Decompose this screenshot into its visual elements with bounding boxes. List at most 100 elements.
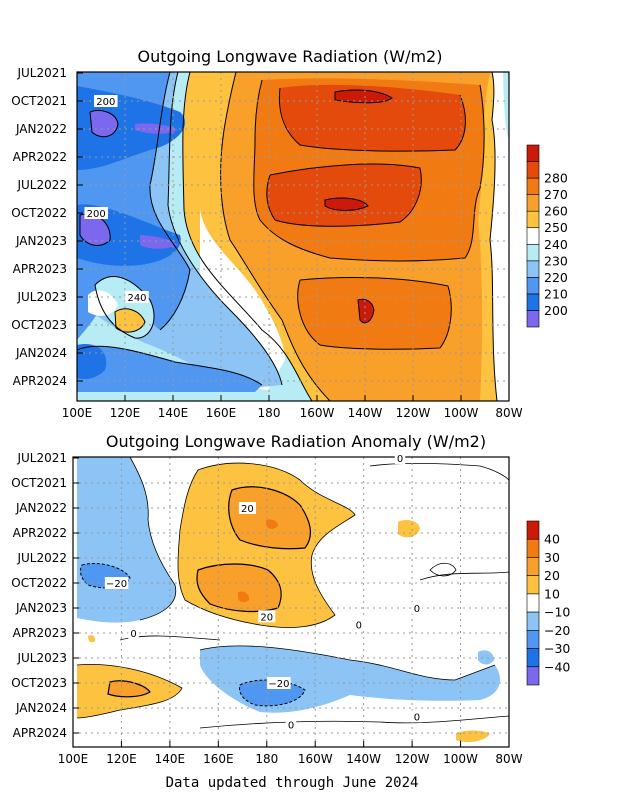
anom-pos-region-small3 <box>88 635 96 643</box>
x-tick-label: 140W <box>348 406 383 420</box>
olr-region-260-blob <box>115 308 145 333</box>
contour-label-bg <box>394 452 406 464</box>
contour-label: 0 <box>130 629 136 640</box>
contour-label: 200 <box>87 209 106 220</box>
contour-label: 0 <box>414 712 420 723</box>
anomaly-colorbar: 40 30 20 10 −10 −20 −30 −40 <box>526 520 570 686</box>
y-tick-label: JAN2024 <box>15 701 67 715</box>
colorbar-swatch <box>526 520 540 540</box>
contour-label: 200 <box>96 97 115 108</box>
anomaly-frame <box>72 456 510 748</box>
y-tick-label: JAN2023 <box>15 601 67 615</box>
contour-label: −20 <box>106 579 127 590</box>
colorbar-label: 30 <box>544 550 560 565</box>
colorbar-swatch <box>526 310 540 328</box>
x-tick-label: 160W <box>300 406 335 420</box>
anom-pos30-region-b <box>238 591 250 603</box>
anomaly-x-ticks: 100E 120E 140E 160E 180 160W 140W 120W 100W 80W <box>58 741 523 766</box>
colorbar-swatch <box>526 575 540 595</box>
olr-clabels: 200 200 240 <box>84 95 149 304</box>
y-tick-label: JUL2021 <box>16 451 67 465</box>
contour-label-bg <box>285 718 297 731</box>
x-tick-label: 120E <box>106 752 137 766</box>
colorbar-swatch <box>526 177 540 195</box>
colorbar-swatch <box>526 243 540 262</box>
colorbar-label: 230 <box>544 253 568 268</box>
olr-gridlines <box>77 72 509 401</box>
anom-pos20-region-b <box>196 564 282 612</box>
colorbar-label: 40 <box>544 532 560 547</box>
y-tick-label: JAN2023 <box>15 234 67 248</box>
y-tick-label: JAN2022 <box>15 501 67 515</box>
y-tick-label: JUL2023 <box>16 290 67 304</box>
colorbar-swatch <box>526 161 540 179</box>
anom-pos30-region-a <box>266 519 278 529</box>
contour-label-bg <box>353 618 365 631</box>
contour-label-bg <box>258 610 276 623</box>
y-tick-label: JAN2022 <box>15 122 67 136</box>
contour-label-bg <box>267 677 291 689</box>
x-tick-label: 120E <box>110 406 141 420</box>
anom-pos20-region-c <box>108 680 150 697</box>
contour-label-bg <box>411 710 423 723</box>
olr-region-290 <box>325 90 392 323</box>
contour-label: 20 <box>260 612 273 623</box>
x-tick-label: 100W <box>444 406 479 420</box>
y-tick-label: OCT2023 <box>11 318 67 332</box>
colorbar-swatch <box>526 277 540 295</box>
contour-label: 0 <box>397 454 403 465</box>
colorbar-swatch <box>526 630 540 649</box>
colorbar-label: 240 <box>544 237 568 252</box>
olr-region-east-240 <box>503 72 509 140</box>
y-tick-label: APR2023 <box>13 626 67 640</box>
contour-label: 0 <box>288 721 294 732</box>
x-tick-label: 180 <box>255 752 278 766</box>
x-tick-label: 100E <box>58 752 89 766</box>
colorbar-swatch <box>526 260 540 278</box>
colorbar-label: 10 <box>544 586 560 601</box>
colorbar-swatch <box>526 227 540 245</box>
x-tick-label: 120W <box>396 406 431 420</box>
contour-label: 0 <box>414 604 420 615</box>
colorbar-label: 200 <box>544 303 568 318</box>
olr-anomaly-panel: Outgoing Longwave Radiation Anomaly (W/m… <box>11 432 570 766</box>
colorbar-label: 280 <box>544 171 568 186</box>
colorbar-swatch <box>526 538 540 558</box>
anomaly-contours <box>76 457 509 729</box>
colorbar-swatch <box>526 210 540 229</box>
footer-note: Data updated through June 2024 <box>166 775 419 791</box>
colorbar-label: −10 <box>544 605 570 620</box>
y-tick-label: OCT2023 <box>11 676 67 690</box>
x-tick-label: 140E <box>155 752 186 766</box>
colorbar-swatch <box>526 293 540 311</box>
colorbar-label: −30 <box>544 641 570 656</box>
y-tick-label: APR2022 <box>13 526 67 540</box>
colorbar-swatch <box>526 611 540 631</box>
colorbar-label: −20 <box>544 623 570 638</box>
colorbar-label: 220 <box>544 270 568 285</box>
anomaly-gridlines <box>73 457 509 747</box>
y-tick-label: APR2023 <box>13 262 67 276</box>
olr-region-210 <box>77 86 186 380</box>
olr-contours <box>77 72 498 401</box>
contour-label-bg <box>411 602 423 614</box>
x-tick-label: 140W <box>346 752 381 766</box>
contour-label-bg <box>94 95 118 107</box>
colorbar-swatch <box>526 648 540 668</box>
colorbar-swatch <box>526 593 540 613</box>
olr-anomaly-title: Outgoing Longwave Radiation Anomaly (W/m… <box>106 432 486 451</box>
colorbar-label: 250 <box>544 220 568 235</box>
colorbar-label: 260 <box>544 204 568 219</box>
x-tick-label: 100E <box>62 406 93 420</box>
x-tick-label: 80W <box>495 406 522 420</box>
olr-frame <box>76 71 510 402</box>
y-tick-label: JAN2024 <box>15 346 67 360</box>
olr-title: Outgoing Longwave Radiation (W/m2) <box>138 47 443 66</box>
x-tick-label: 120W <box>395 752 430 766</box>
y-tick-label: APR2022 <box>13 150 67 164</box>
anom-neg-region-east <box>478 650 494 665</box>
colorbar-swatch <box>526 194 540 212</box>
contour-label: −20 <box>268 679 289 690</box>
